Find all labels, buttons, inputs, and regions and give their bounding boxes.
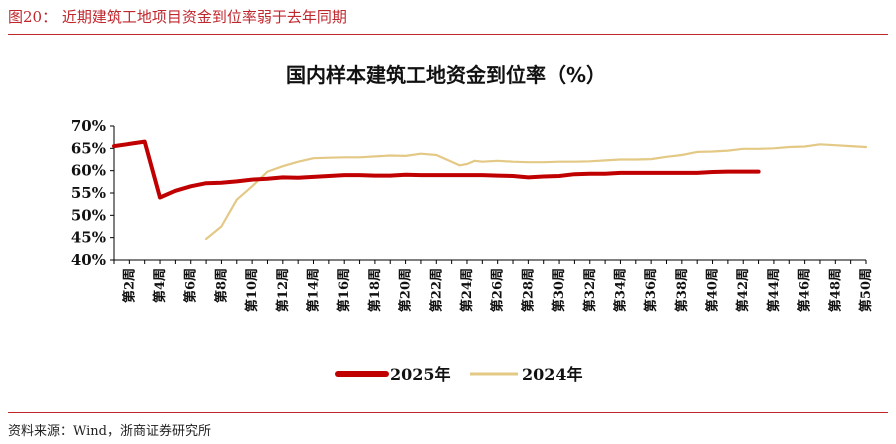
y-axis: 40% 45% 50% 55% 60% 65% 70%: [71, 117, 115, 269]
chart-title: 国内样本建筑工地资金到位率（%）: [286, 63, 606, 87]
top-divider: [8, 34, 888, 35]
x-tick-label: 第34周: [612, 268, 628, 312]
x-tick-label: 第30周: [551, 268, 567, 312]
x-axis: 第2周 第4周 第6周 第8周 第10周 第12周 第14周 第16周 第18周 第20周 第22周…: [113, 259, 874, 312]
x-tick-label: 第48周: [827, 268, 843, 312]
y-tick-label: 70%: [71, 117, 106, 135]
y-tick-label: 55%: [71, 184, 106, 202]
x-tick-label: 第42周: [735, 268, 751, 312]
x-tick-label: 第6周: [183, 268, 199, 303]
x-tick-label: 第36周: [643, 268, 659, 312]
x-tick-label: 第2周: [121, 268, 137, 303]
x-tick-label: 第46周: [797, 268, 813, 312]
legend: 2025年 2024年: [335, 365, 583, 384]
series-line-2025: [112, 139, 761, 200]
source-note: 资料来源：Wind，浙商证券研究所: [8, 424, 211, 439]
y-tick-label: 45%: [71, 229, 106, 247]
x-tick-label: 第22周: [428, 268, 444, 312]
figure-caption: 图20： 近期建筑工地项目资金到位率弱于去年同期: [8, 8, 347, 26]
x-tick-label: 第40周: [705, 268, 721, 312]
y-tick-label: 65%: [71, 139, 106, 157]
x-tick-label: 第50周: [858, 268, 874, 312]
x-tick-label: 第8周: [213, 268, 229, 303]
legend-label-2024: 2024年: [522, 365, 583, 384]
y-tick-label: 50%: [71, 206, 106, 224]
series-line-2024: [205, 143, 868, 241]
x-tick-label: 第10周: [244, 268, 260, 312]
x-tick-label: 第44周: [766, 268, 782, 312]
legend-label-2025: 2025年: [390, 365, 451, 384]
x-tick-label: 第4周: [152, 268, 168, 303]
x-tick-label: 第32周: [582, 268, 598, 312]
x-tick-label: 第28周: [520, 268, 536, 312]
x-tick-label: 第20周: [398, 268, 414, 312]
x-tick-label: 第14周: [306, 268, 322, 312]
x-tick-label: 第16周: [336, 268, 352, 312]
series-lines: [112, 139, 868, 241]
x-tick-label: 第26周: [490, 268, 506, 312]
x-tick-label: 第38周: [674, 268, 690, 312]
x-tick-label: 第12周: [275, 268, 291, 312]
y-tick-label: 60%: [71, 162, 106, 180]
x-tick-label: 第24周: [459, 268, 475, 312]
bottom-divider: [8, 412, 888, 413]
x-tick-label: 第18周: [367, 268, 383, 312]
y-tick-label: 40%: [71, 251, 106, 269]
